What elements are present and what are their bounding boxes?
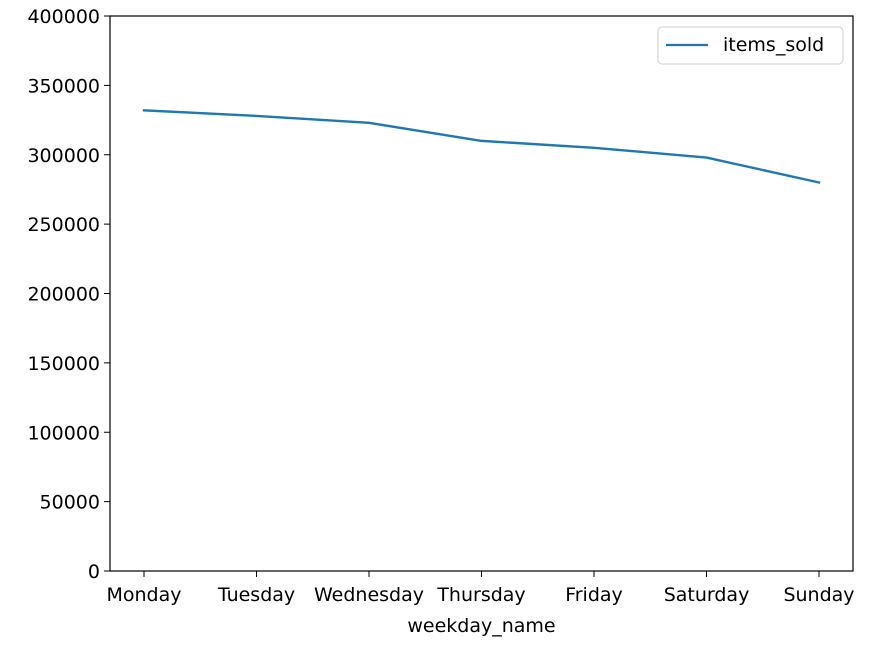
x-tick-label-wednesday: Wednesday: [314, 584, 424, 606]
y-tick-label: 400000: [27, 6, 100, 28]
x-axis-ticks: Monday Tuesday Wednesday Thursday Friday Satu…: [106, 571, 855, 606]
y-tick-label: 350000: [27, 75, 100, 97]
legend-box: [657, 26, 844, 65]
y-tick-label: 150000: [27, 353, 100, 375]
legend-label-items-sold: items_sold: [723, 34, 824, 56]
y-axis-ticks: 0 50000 100000 150000 200000 250000 300000 3500…: [27, 6, 110, 583]
y-tick-label: 300000: [27, 145, 100, 167]
x-tick-label-tuesday: Tuesday: [217, 584, 295, 606]
y-tick-label: 100000: [27, 422, 100, 444]
x-tick-label-monday: Monday: [106, 584, 181, 606]
plot-frame: [109, 15, 854, 572]
y-tick-label: 250000: [27, 214, 100, 236]
x-tick-label-thursday: Thursday: [436, 584, 525, 606]
x-tick-label-sunday: Sunday: [783, 584, 854, 606]
series-line-items-sold: [142, 109, 821, 184]
y-tick-label: 200000: [27, 284, 100, 306]
series-layer: [142, 109, 821, 184]
x-tick-label-saturday: Saturday: [664, 584, 750, 606]
y-tick-label: 0: [88, 561, 100, 583]
x-tick-label-friday: Friday: [565, 584, 623, 606]
x-axis-label: weekday_name: [407, 615, 555, 637]
y-tick-label: 50000: [40, 492, 100, 514]
legend: items_sold: [657, 26, 844, 65]
plot-background: [110, 16, 853, 571]
